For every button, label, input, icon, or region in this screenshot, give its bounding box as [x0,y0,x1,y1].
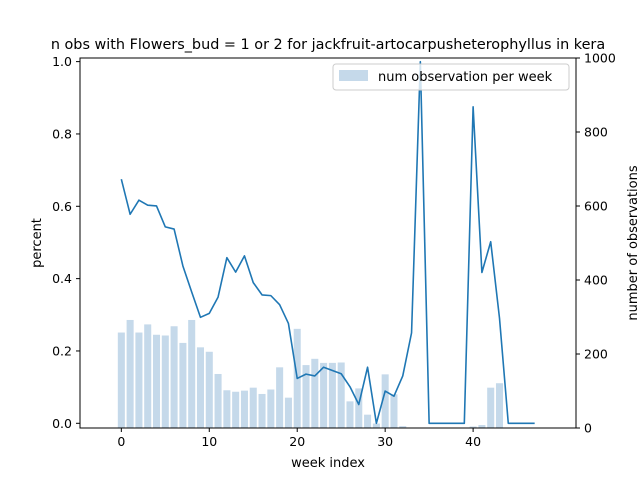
bar [364,414,372,428]
y-axis-right-ticks: 0 200 400 600 800 1000 [576,51,616,436]
bar [355,388,363,428]
bar [372,423,380,428]
bar [214,373,222,428]
bar [381,374,389,428]
x-axis-ticks: 0 10 20 30 40 [117,428,481,449]
bar [232,391,240,428]
bar [337,362,345,428]
y-axis-right-label: number of observations [626,165,640,320]
legend-label: num observation per week [378,70,553,85]
x-tick-label: 0 [117,434,125,449]
bar [328,362,336,428]
bar [311,358,319,428]
y-left-tick-label: 1.0 [52,54,72,69]
bar [179,342,187,428]
bar [320,362,328,428]
y-axis-left-ticks: 0.0 0.2 0.4 0.6 0.8 1.0 [52,54,80,431]
y-right-tick-label: 1000 [584,51,616,66]
bars-layer [117,319,504,428]
bar [258,393,266,428]
y-right-tick-label: 600 [584,199,608,214]
y-left-tick-label: 0.8 [52,126,72,141]
line-layer [120,60,535,425]
bar [495,383,504,428]
y-left-tick-label: 0.6 [52,199,72,214]
y-axis-left-label: percent [30,218,45,268]
bar [276,367,284,428]
plot-frame [79,57,577,429]
bar [126,319,134,428]
bar [469,426,477,428]
bar [399,426,407,428]
bar [205,351,213,428]
x-tick-label: 40 [465,434,481,449]
y-right-tick-label: 200 [584,347,608,362]
bar [117,332,125,428]
percent-line [120,60,535,425]
legend-swatch [339,70,368,81]
bar [249,387,257,428]
bar [188,319,196,428]
bar [144,324,152,428]
bar [196,347,204,428]
bar [135,332,143,428]
chart-title: n obs with Flowers_bud = 1 or 2 for jack… [51,37,605,53]
x-axis-label: week index [291,456,365,471]
bar [346,401,354,428]
y-right-tick-label: 400 [584,273,608,288]
y-left-tick-label: 0.2 [52,343,72,358]
bar [267,389,275,428]
legend-box [332,63,570,91]
x-tick-label: 10 [201,434,217,449]
bar [170,326,178,428]
y-right-tick-label: 0 [584,421,592,436]
bar [302,365,310,428]
bar [284,397,292,428]
y-left-tick-label: 0.0 [52,416,72,431]
bar [161,335,169,428]
bar [240,390,248,428]
bar [487,387,495,428]
y-right-tick-label: 800 [584,125,608,140]
legend: num observation per week [332,63,570,91]
y-left-tick-label: 0.4 [52,271,72,286]
bar [152,334,161,428]
bar [223,390,231,428]
x-tick-label: 20 [289,434,305,449]
bar [478,425,486,428]
bar [390,394,398,428]
x-tick-label: 30 [377,434,393,449]
